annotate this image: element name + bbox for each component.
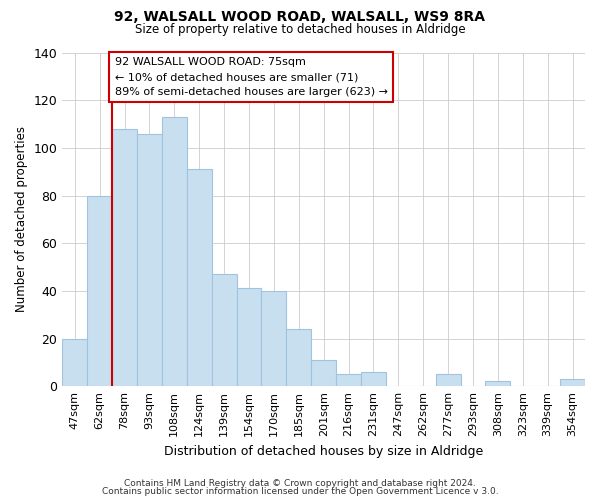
Bar [436, 374, 461, 386]
Text: Contains public sector information licensed under the Open Government Licence v : Contains public sector information licen… [101, 487, 499, 496]
Bar [361, 372, 386, 386]
Bar [311, 360, 336, 386]
Bar [485, 382, 511, 386]
Text: 92 WALSALL WOOD ROAD: 75sqm
← 10% of detached houses are smaller (71)
89% of sem: 92 WALSALL WOOD ROAD: 75sqm ← 10% of det… [115, 58, 388, 97]
Text: Contains HM Land Registry data © Crown copyright and database right 2024.: Contains HM Land Registry data © Crown c… [124, 478, 476, 488]
Bar [162, 117, 187, 386]
Bar [560, 379, 585, 386]
Bar [336, 374, 361, 386]
Bar [62, 338, 87, 386]
Bar [286, 329, 311, 386]
Bar [87, 196, 112, 386]
Bar [187, 170, 212, 386]
Bar [212, 274, 236, 386]
X-axis label: Distribution of detached houses by size in Aldridge: Distribution of detached houses by size … [164, 444, 483, 458]
Y-axis label: Number of detached properties: Number of detached properties [15, 126, 28, 312]
Bar [112, 129, 137, 386]
Bar [236, 288, 262, 386]
Text: Size of property relative to detached houses in Aldridge: Size of property relative to detached ho… [134, 22, 466, 36]
Bar [262, 291, 286, 386]
Text: 92, WALSALL WOOD ROAD, WALSALL, WS9 8RA: 92, WALSALL WOOD ROAD, WALSALL, WS9 8RA [115, 10, 485, 24]
Bar [137, 134, 162, 386]
